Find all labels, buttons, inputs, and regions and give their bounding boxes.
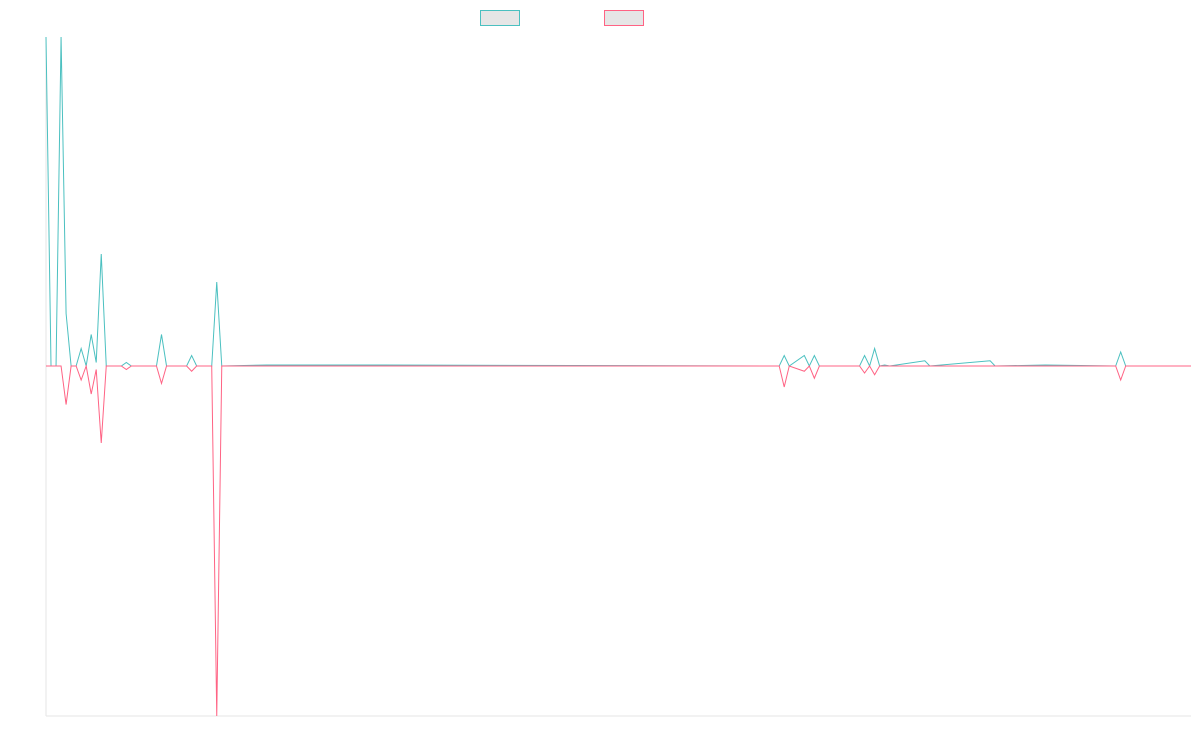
legend-item-series-1[interactable]	[480, 9, 526, 26]
legend-swatch-series-1	[480, 9, 520, 26]
legend	[0, 9, 1200, 27]
legend-swatch-series-2	[604, 9, 644, 26]
series-line-1	[45, 36, 1191, 368]
series-layer	[45, 36, 1191, 717]
series-line-2	[46, 364, 1191, 717]
legend-item-series-2[interactable]	[604, 9, 650, 26]
